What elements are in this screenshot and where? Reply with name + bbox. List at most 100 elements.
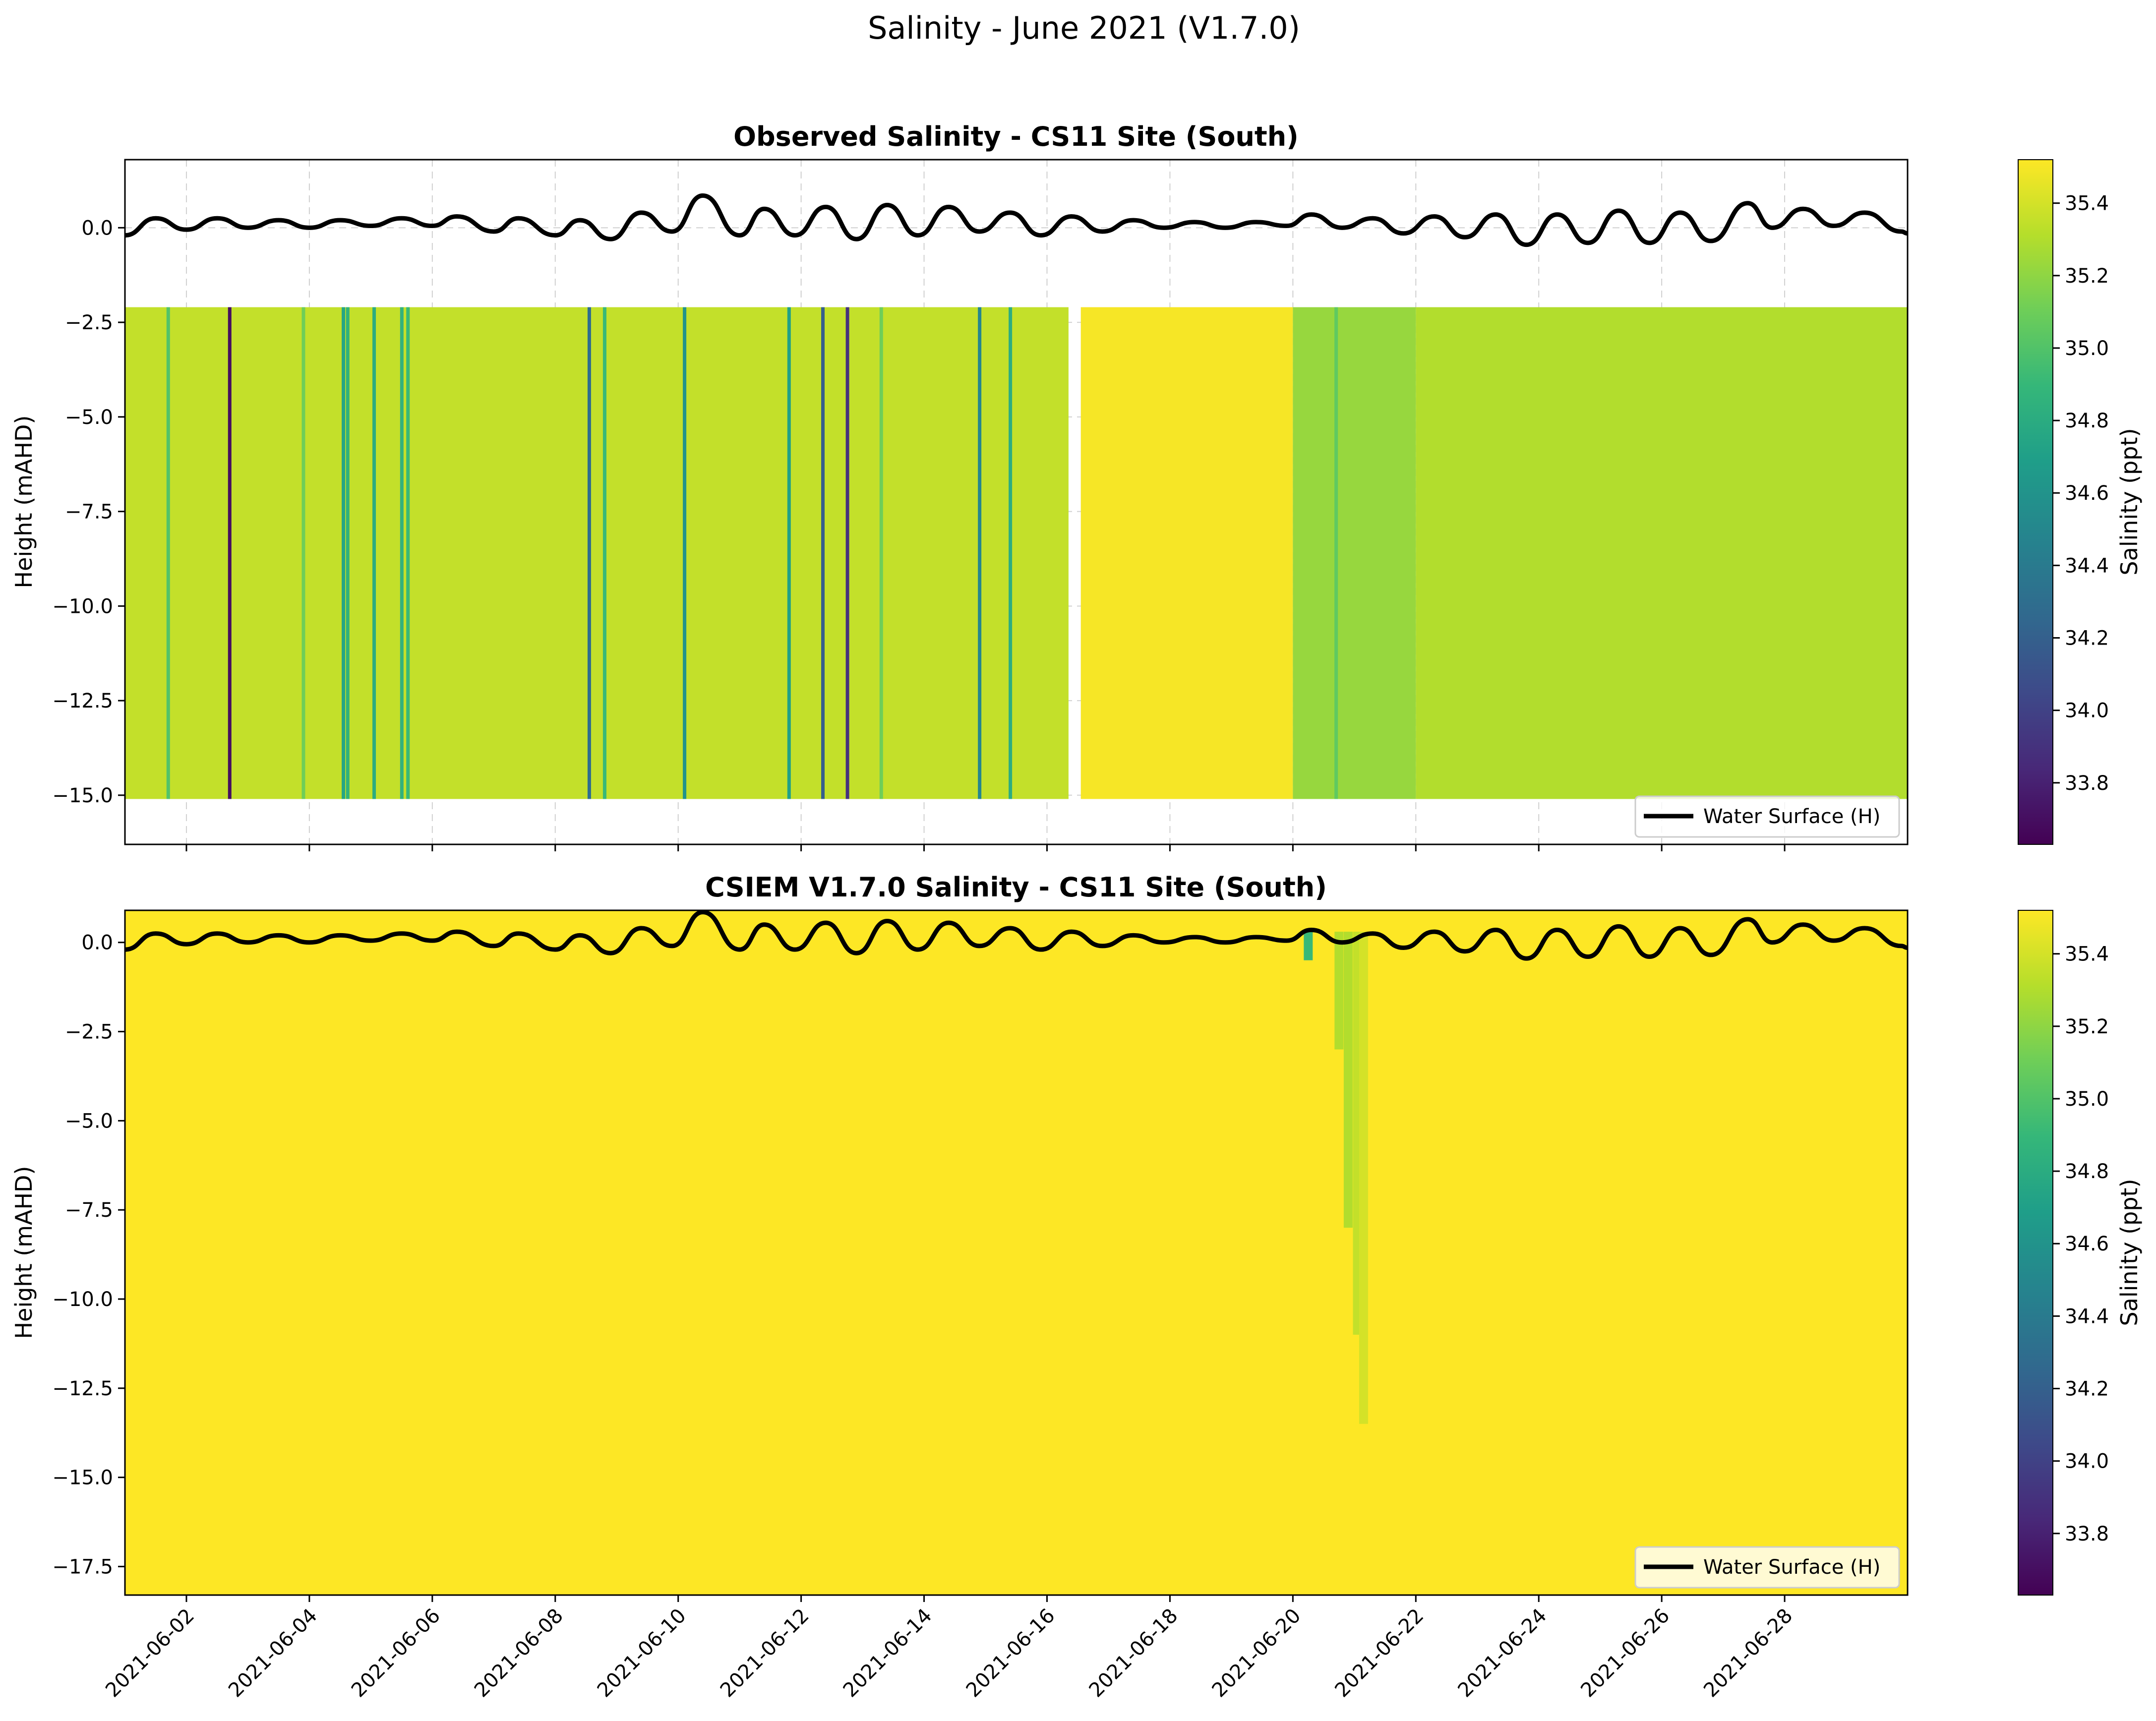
- salinity-plume: [1343, 932, 1353, 1228]
- salinity-streak: [228, 307, 232, 799]
- salinity-plume: [1359, 932, 1368, 1424]
- y-tick-label: −12.5: [52, 1377, 113, 1400]
- model-plot-frame: [124, 909, 1909, 1596]
- observed-panel: Observed Salinity - CS11 Site (South) 0.…: [10, 121, 2143, 851]
- colorbar-tick-label: 34.6: [2065, 1233, 2109, 1255]
- salinity-streak: [406, 307, 410, 799]
- colorbar-tick-label: 34.4: [2065, 554, 2109, 577]
- y-tick-label: 0.0: [81, 217, 113, 239]
- colorbar-tick-label: 34.8: [2065, 410, 2109, 432]
- salinity-segment: [1416, 307, 1908, 799]
- observed-y-ticks: 0.0 −2.5 −5.0 −7.5 −10.0 −12.5 −15.0: [52, 217, 125, 807]
- salinity-streak: [1334, 307, 1338, 799]
- observed-legend-label: Water Surface (H): [1703, 805, 1880, 828]
- colorbar-tick-label: 33.8: [2065, 772, 2109, 795]
- salinity-plume: [1334, 932, 1344, 1050]
- x-tick-label: 2021-06-18: [1085, 1604, 1183, 1702]
- salinity-background: [125, 910, 1908, 1595]
- salinity-streak: [1009, 307, 1013, 799]
- observed-colorbar-label: Salinity (ppt): [2116, 428, 2143, 575]
- observed-plot-frame: [124, 159, 1909, 845]
- x-tick-label: 2021-06-20: [1208, 1604, 1306, 1702]
- observed-colorbar-gradient: [2018, 159, 2053, 845]
- model-colorbar: 33.8 34.0 34.2 34.4 34.6 34.8 35.0 35.2 35.4 Sal…: [2018, 910, 2143, 1596]
- model-legend-label: Water Surface (H): [1703, 1556, 1880, 1579]
- y-tick-label: −17.5: [52, 1555, 113, 1578]
- colorbar-tick-label: 35.2: [2065, 1015, 2109, 1038]
- observed-y-axis-label: Height (mAHD): [10, 415, 37, 589]
- x-tick-label: 2021-06-26: [1576, 1604, 1674, 1702]
- salinity-streak: [587, 307, 591, 799]
- salinity-streak: [602, 307, 606, 799]
- figure-title: Salinity - June 2021 (V1.7.0): [868, 10, 1300, 46]
- model-x-ticks: 2021-06-02 2021-06-04 2021-06-06 2021-06-08…: [101, 1595, 1797, 1702]
- colorbar-tick-label: 35.4: [2065, 943, 2109, 966]
- colorbar-tick-label: 34.0: [2065, 1450, 2109, 1473]
- x-tick-label: 2021-06-10: [593, 1604, 691, 1702]
- model-colorbar-ticks: 33.8 34.0 34.2 34.4 34.6 34.8 35.0 35.2 35.4: [2053, 943, 2109, 1545]
- colorbar-tick-label: 35.4: [2065, 192, 2109, 215]
- y-tick-label: −5.0: [65, 406, 113, 429]
- salinity-streak: [372, 307, 376, 799]
- y-tick-label: −15.0: [52, 1467, 113, 1489]
- y-tick-label: −2.5: [65, 1021, 113, 1044]
- observed-x-ticks: [185, 844, 1786, 851]
- x-tick-label: 2021-06-02: [101, 1604, 199, 1702]
- y-tick-label: −12.5: [52, 690, 113, 712]
- observed-colorbar-ticks: 33.8 34.0 34.2 34.4 34.6 34.8 35.0 35.2 35.4: [2053, 192, 2109, 795]
- y-tick-label: −5.0: [65, 1110, 113, 1132]
- salinity-streak: [346, 307, 350, 799]
- salinity-streak: [342, 307, 346, 799]
- salinity-streak: [166, 307, 170, 799]
- model-legend-box: [1634, 1546, 1900, 1589]
- model-panel-title: CSIEM V1.7.0 Salinity - CS11 Site (South…: [705, 872, 1327, 903]
- colorbar-tick-label: 34.6: [2065, 482, 2109, 505]
- x-tick-label: 2021-06-14: [839, 1604, 937, 1702]
- x-tick-label: 2021-06-24: [1453, 1604, 1551, 1702]
- observed-salinity-heatmap: [125, 307, 1908, 799]
- model-y-axis-label: Height (mAHD): [10, 1166, 37, 1339]
- observed-colorbar: 33.8 34.0 34.2 34.4 34.6 34.8 35.0 35.2 35.4 Sal…: [2018, 159, 2143, 845]
- colorbar-tick-label: 35.0: [2065, 1088, 2109, 1111]
- colorbar-tick-label: 35.2: [2065, 265, 2109, 288]
- model-colorbar-label: Salinity (ppt): [2116, 1179, 2143, 1326]
- x-tick-label: 2021-06-28: [1699, 1604, 1797, 1702]
- model-water-surface-line: [125, 910, 1908, 961]
- salinity-plume: [1304, 932, 1313, 960]
- salinity-streak: [301, 307, 305, 799]
- observed-legend: Water Surface (H): [1634, 795, 1900, 838]
- observed-water-surface-line: [125, 193, 1908, 247]
- y-tick-label: −10.0: [52, 595, 113, 618]
- model-panel: CSIEM V1.7.0 Salinity - CS11 Site (South…: [10, 872, 2143, 1702]
- salinity-segment: [1293, 307, 1416, 799]
- x-tick-label: 2021-06-16: [962, 1604, 1060, 1702]
- salinity-streak: [821, 307, 825, 799]
- y-tick-label: 0.0: [81, 932, 113, 954]
- salinity-streak: [879, 307, 883, 799]
- x-tick-label: 2021-06-12: [716, 1604, 814, 1702]
- observed-panel-title: Observed Salinity - CS11 Site (South): [733, 121, 1299, 152]
- model-salinity-heatmap: [125, 910, 1908, 1595]
- colorbar-tick-label: 33.8: [2065, 1523, 2109, 1545]
- observed-legend-box: [1634, 795, 1900, 838]
- y-tick-label: −10.0: [52, 1288, 113, 1311]
- colorbar-tick-label: 34.2: [2065, 627, 2109, 650]
- colorbar-tick-label: 34.2: [2065, 1378, 2109, 1401]
- salinity-streak: [978, 307, 982, 799]
- salinity-segment: [125, 307, 1069, 799]
- colorbar-tick-label: 34.4: [2065, 1305, 2109, 1328]
- model-y-ticks: 0.0 −2.5 −5.0 −7.5 −10.0 −12.5 −15.0 −17.5: [52, 932, 125, 1578]
- colorbar-tick-label: 35.0: [2065, 337, 2109, 360]
- salinity-streak: [845, 307, 849, 799]
- model-colorbar-gradient: [2018, 910, 2053, 1596]
- colorbar-tick-label: 34.0: [2065, 700, 2109, 722]
- x-tick-label: 2021-06-06: [347, 1604, 445, 1702]
- y-tick-label: −7.5: [65, 1199, 113, 1222]
- salinity-streak: [787, 307, 791, 799]
- salinity-streak: [683, 307, 687, 799]
- salinity-segment: [1080, 307, 1293, 799]
- model-legend: Water Surface (H): [1634, 1546, 1900, 1589]
- y-tick-label: −2.5: [65, 311, 113, 334]
- salinity-streak: [400, 307, 404, 799]
